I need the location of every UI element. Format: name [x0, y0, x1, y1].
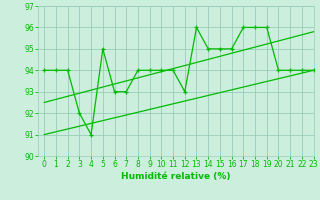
X-axis label: Humidité relative (%): Humidité relative (%) — [121, 172, 231, 181]
